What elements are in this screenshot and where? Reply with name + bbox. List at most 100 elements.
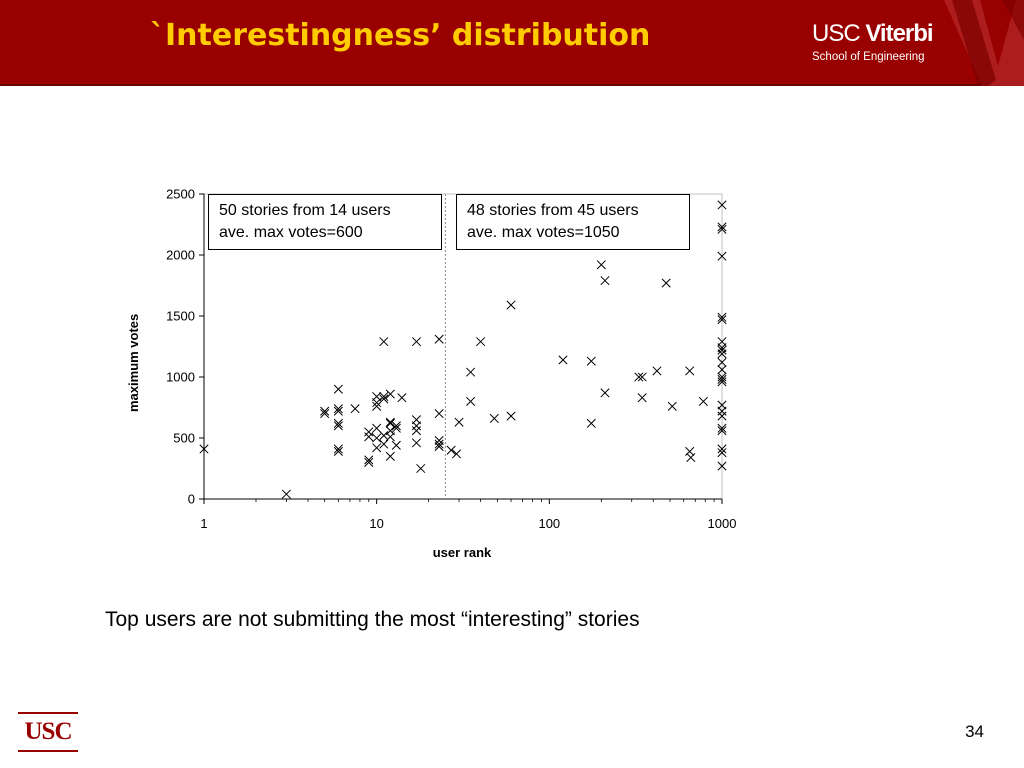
viterbi-usc-text: USC	[812, 20, 861, 47]
data-point-marker	[454, 417, 464, 427]
annotation-left-line1: 50 stories from 14 users	[219, 202, 391, 219]
data-point-marker	[333, 406, 343, 416]
data-point-marker	[372, 443, 382, 453]
data-point-marker	[717, 251, 727, 261]
data-point-marker	[586, 356, 596, 366]
data-point-marker	[451, 449, 462, 459]
data-point-marker	[717, 423, 727, 433]
data-point-marker	[411, 426, 422, 436]
y-axis-label: maximum votes	[126, 313, 141, 412]
data-point-marker	[637, 372, 647, 382]
data-point-marker	[411, 421, 422, 431]
data-point-marker	[372, 433, 382, 443]
data-point-marker	[434, 334, 444, 344]
data-point-marker	[372, 401, 382, 411]
data-point-marker	[397, 393, 407, 403]
data-point-marker	[466, 396, 476, 406]
data-point-marker	[372, 423, 382, 433]
data-point-marker	[717, 374, 727, 384]
data-point-marker	[717, 426, 727, 436]
data-point-marker	[661, 278, 671, 288]
data-point-marker	[372, 398, 382, 408]
data-point-marker	[333, 418, 343, 428]
viterbi-v-logo	[944, 0, 1024, 86]
data-point-marker	[385, 389, 395, 399]
data-point-marker	[717, 345, 727, 355]
viterbi-school-text: School of Engineering	[812, 51, 925, 63]
data-point-marker	[506, 411, 516, 421]
y-tick-label: 2000	[166, 248, 195, 263]
annotation-left-group: 50 stories from 14 users ave. max votes=…	[208, 194, 442, 250]
data-point-marker	[600, 276, 610, 286]
data-point-marker	[476, 337, 486, 347]
data-point-marker	[717, 377, 727, 387]
annotation-right-group: 48 stories from 45 users ave. max votes=…	[456, 194, 690, 250]
x-tick-label: 1	[200, 516, 207, 531]
data-point-marker	[446, 445, 456, 455]
annotation-left-line2: ave. max votes=600	[219, 224, 363, 241]
data-point-marker	[717, 200, 727, 210]
data-point-marker	[717, 315, 727, 325]
y-tick-label: 500	[173, 431, 195, 446]
data-point-marker	[717, 406, 727, 416]
data-point-marker	[717, 312, 727, 322]
data-point-marker	[596, 260, 606, 270]
data-point-marker	[364, 455, 374, 465]
y-tick-label: 0	[188, 492, 195, 507]
data-point-marker	[717, 357, 727, 367]
data-point-marker	[686, 452, 696, 463]
y-tick-label: 2500	[166, 187, 195, 202]
data-point-marker	[385, 451, 395, 461]
data-point-marker	[385, 432, 395, 442]
x-tick-label: 10	[369, 516, 383, 531]
data-point-marker	[281, 489, 291, 499]
annotation-right-line1: 48 stories from 45 users	[467, 202, 639, 219]
slide-caption: Top users are not submitting the most “i…	[105, 608, 640, 631]
data-point-marker	[385, 418, 395, 428]
viterbi-name-text: Viterbi	[865, 20, 933, 47]
usc-footer-logo: USC	[18, 712, 78, 752]
data-point-marker	[333, 404, 343, 414]
viterbi-wordmark: USC Viterbi	[812, 20, 934, 48]
x-tick-label: 1000	[708, 516, 737, 531]
data-point-marker	[434, 409, 444, 419]
y-tick-label: 1000	[166, 370, 195, 385]
data-point-marker	[379, 439, 389, 449]
data-point-marker	[391, 440, 401, 450]
data-point-marker	[717, 461, 727, 471]
data-point-marker	[320, 406, 330, 416]
annotation-right-line2: ave. max votes=1050	[467, 224, 620, 241]
data-point-marker	[434, 439, 444, 449]
y-tick-label: 1500	[166, 309, 195, 324]
data-point-marker	[350, 404, 360, 414]
data-point-marker	[506, 300, 516, 310]
data-point-marker	[364, 427, 374, 437]
x-tick-label: 100	[538, 516, 560, 531]
data-point-marker	[652, 366, 662, 376]
data-point-marker	[558, 355, 568, 365]
header-rule	[0, 84, 1024, 86]
data-point-marker	[600, 388, 610, 398]
data-point-marker	[466, 367, 476, 377]
data-point-marker	[199, 444, 209, 454]
data-point-marker	[717, 448, 727, 458]
data-point-marker	[379, 391, 389, 402]
data-point-marker	[586, 418, 596, 428]
data-point-marker	[489, 413, 499, 424]
data-point-marker	[634, 372, 644, 382]
data-point-marker	[333, 421, 343, 431]
data-point-marker	[333, 444, 343, 454]
chart-svg: 0 500 1000 1500 2000 2500 1 10 100 1000	[166, 187, 737, 532]
data-point-marker	[717, 349, 727, 359]
data-point-marker	[411, 337, 422, 347]
data-point-marker	[391, 421, 401, 431]
x-axis-label: user rank	[432, 545, 492, 560]
data-point-marker	[667, 401, 677, 411]
data-point-marker	[379, 394, 389, 404]
data-point-marker	[364, 457, 374, 467]
data-point-marker	[379, 337, 389, 347]
data-point-marker	[717, 411, 727, 421]
data-point-marker	[416, 463, 426, 474]
data-point-marker	[333, 384, 343, 394]
data-point-marker	[364, 432, 374, 442]
